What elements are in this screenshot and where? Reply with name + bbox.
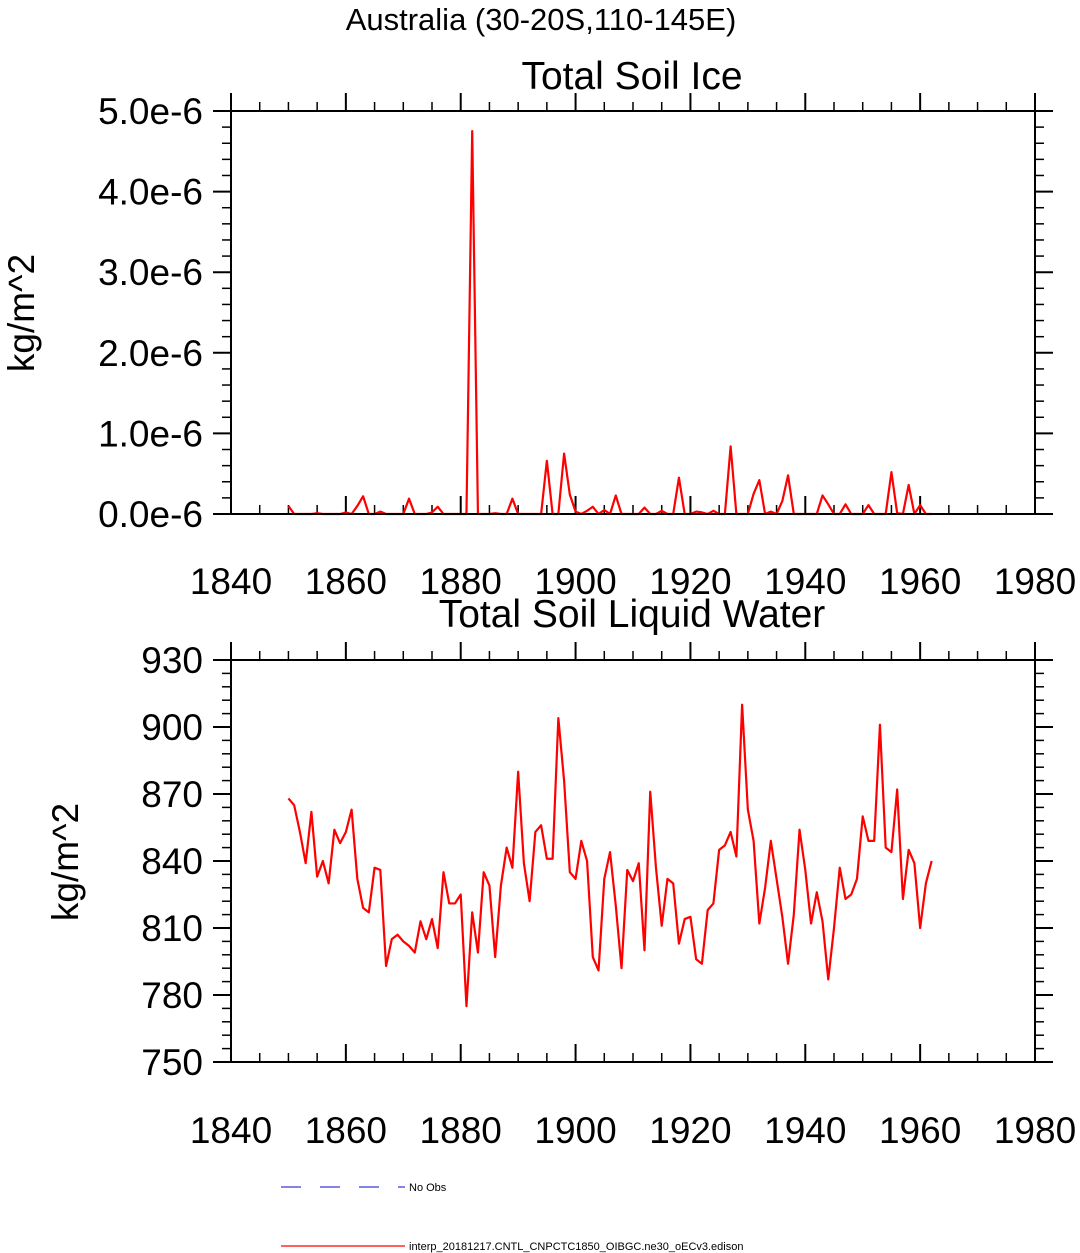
y-axis-label: kg/m^2 (1, 254, 42, 372)
y-axis-label: kg/m^2 (45, 803, 86, 921)
y-tick-label: 4.0e-6 (98, 172, 203, 213)
y-tick-label: 1.0e-6 (98, 413, 203, 454)
y-tick-label: 780 (141, 975, 203, 1016)
x-tick-label: 1980 (994, 1110, 1076, 1151)
x-tick-label: 1900 (534, 1110, 616, 1151)
y-tick-label: 5.0e-6 (98, 91, 203, 132)
plot-frame (230, 659, 1036, 1063)
main-title: Australia (30-20S,110-145E) (346, 2, 737, 37)
series-lines (287, 703, 933, 1008)
x-tick-label: 1880 (420, 1110, 502, 1151)
series-line (287, 130, 932, 516)
series-line (287, 703, 933, 1008)
axis-ticks: 1840 1860 1880 1900 1920 1940 1960 1980 0.0e-6 1.… (98, 91, 1076, 602)
x-tick-label: 1860 (305, 1110, 387, 1151)
x-tick-label: 1900 (534, 561, 616, 602)
x-tick-label: 1960 (879, 561, 961, 602)
axis-ticks: 1840 1860 1880 1900 1920 1940 1960 1980 750 780 81… (141, 640, 1076, 1151)
y-tick-label: 2.0e-6 (98, 333, 203, 374)
x-tick-label: 1960 (879, 1110, 961, 1151)
y-tick-label: 840 (141, 841, 203, 882)
legend-label-model: interp_20181217.CNTL_CNPCTC1850_OIBGC.ne… (409, 1241, 743, 1253)
x-tick-label: 1840 (190, 561, 272, 602)
y-tick-label: 750 (141, 1042, 203, 1083)
x-tick-label: 1980 (994, 561, 1076, 602)
y-tick-label: 0.0e-6 (98, 494, 203, 535)
plot-frame (230, 110, 1036, 515)
x-tick-label: 1860 (305, 561, 387, 602)
x-tick-label: 1920 (649, 1110, 731, 1151)
legend-label-no-obs: No Obs (409, 1182, 447, 1194)
y-tick-label: 3.0e-6 (98, 252, 203, 293)
x-tick-label: 1940 (764, 561, 846, 602)
y-tick-label: 900 (141, 707, 203, 748)
soil-ice-panel: Total Soil Ice kg/m^2 1840 1860 1880 1900 19… (1, 55, 1076, 602)
legend: No Obs interp_20181217.CNTL_CNPCTC1850_O… (281, 1182, 743, 1253)
y-tick-label: 870 (141, 774, 203, 815)
y-tick-label: 930 (141, 640, 203, 681)
panel-title: Total Soil Ice (521, 55, 742, 98)
y-tick-label: 810 (141, 908, 203, 949)
series-lines (287, 130, 932, 516)
x-tick-label: 1880 (420, 561, 502, 602)
panel-title: Total Soil Liquid Water (439, 593, 826, 636)
x-tick-label: 1920 (649, 561, 731, 602)
x-tick-label: 1840 (190, 1110, 272, 1151)
x-tick-label: 1940 (764, 1110, 846, 1151)
soil-liquid-water-panel: Total Soil Liquid Water kg/m^2 1840 1860 1… (45, 593, 1076, 1151)
